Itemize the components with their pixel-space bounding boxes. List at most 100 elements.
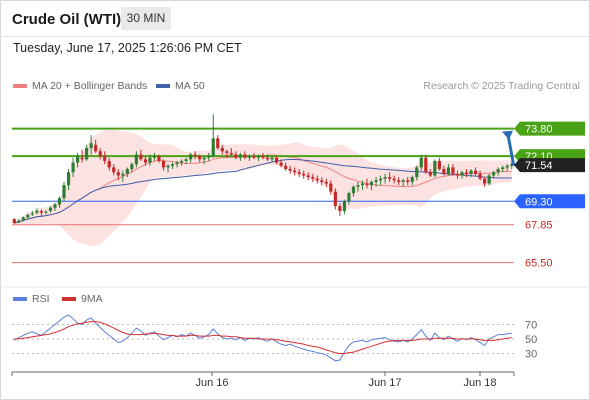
candle-body [279,162,283,166]
candle [492,170,496,179]
candle-body [496,169,500,173]
candle [446,164,451,176]
candle [66,169,71,190]
candle-body [121,173,125,176]
candle [360,180,365,190]
candle [478,170,482,181]
candle [333,188,337,210]
candle-body [360,183,365,186]
candle-body [143,159,148,163]
ma9-legend-swatch [62,297,76,301]
candle-body [297,172,301,174]
candle [442,165,446,176]
candle-body [39,210,43,213]
candle [89,135,93,155]
candle [320,177,324,186]
candle [125,167,129,178]
candle [98,148,102,160]
level-tag-bg [514,158,585,173]
candle-body [238,154,242,158]
candle-body [116,172,120,176]
candle [324,178,328,187]
candle-body [374,180,378,182]
candle-body [170,164,175,166]
candle [207,152,211,161]
candle [139,149,143,161]
level-label: 71.54 [525,160,553,172]
candle [57,196,62,208]
candle-body [107,160,111,168]
candle-body [315,178,319,181]
candle-body [342,201,347,211]
candle [501,165,505,173]
candle [161,159,166,171]
candle-body [216,138,220,149]
instrument-title: Crude Oil (WTI) [12,11,122,28]
candle [306,172,310,181]
candle-body [17,220,21,223]
candle-body [26,215,30,218]
candle [369,180,374,190]
candle-body [193,154,197,157]
candle-body [53,204,57,208]
candle-body [166,165,170,168]
candle-body [464,172,469,174]
candle-body [320,180,324,182]
level-tag-71-54: 71.54 [514,158,585,173]
ma50-legend-label: MA 50 [175,80,205,92]
candle [419,154,423,171]
candle-body [35,210,39,213]
candle [455,170,460,179]
ma20-legend-swatch [13,84,27,88]
candle-body [492,172,496,176]
candle [433,159,437,178]
rsi-tick-label: 30 [525,349,537,361]
candle [284,162,288,171]
candle [179,159,184,166]
ma20-legend-label: MA 20 + Bollinger Bands [32,80,147,92]
candle [170,162,175,170]
candle-body [293,170,297,173]
candle [342,199,347,215]
candle [483,177,487,187]
candle-body [207,156,211,158]
candle [39,209,43,216]
candle [134,151,138,168]
candle [383,173,387,184]
candle [143,156,148,166]
candle [247,154,252,161]
candle-body [383,177,387,179]
candle [184,157,188,165]
candle [216,135,220,150]
candle [189,152,193,163]
candle [238,152,242,161]
candle [30,210,34,216]
candle [166,164,170,173]
candle [234,151,238,160]
candle [53,202,57,211]
candle-body [469,170,473,174]
level-label: 67.85 [525,220,553,232]
candle-body [48,207,53,211]
candle-body [397,180,401,182]
candle [424,154,428,174]
candle-body [401,180,405,182]
candle-body [288,169,292,171]
interval-button[interactable]: 30 MIN [121,7,171,30]
candle-body [302,173,306,176]
candle [220,144,224,155]
forecast-arrow-head [502,130,513,140]
candle-body [57,198,62,205]
candle-body [252,156,256,158]
candle-body [329,183,333,192]
candle-body [202,157,206,160]
candle-body [356,185,360,187]
x-tick-label: Jun 17 [368,377,401,389]
candle-body [284,165,288,170]
candle-body [270,157,274,160]
candle-body [234,154,238,158]
candle [116,169,120,181]
candle-body [148,157,152,163]
forecast-arrow-shaft [506,134,516,167]
candle [148,154,152,166]
